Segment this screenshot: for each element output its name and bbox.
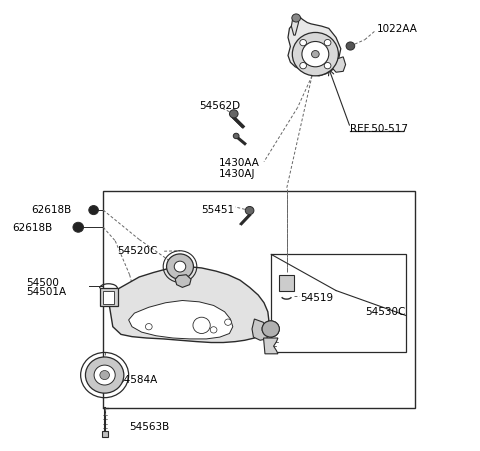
Bar <box>271 255 406 352</box>
Text: 54563B: 54563B <box>130 421 170 431</box>
Text: 62618B: 62618B <box>31 205 72 215</box>
Text: 55451: 55451 <box>202 205 235 215</box>
Text: 1430AA: 1430AA <box>218 157 259 167</box>
Circle shape <box>100 371 109 380</box>
Text: 62618B: 62618B <box>12 223 52 233</box>
Circle shape <box>262 321 279 337</box>
Circle shape <box>302 42 329 68</box>
Circle shape <box>262 321 279 337</box>
Polygon shape <box>175 275 191 288</box>
Circle shape <box>229 110 238 119</box>
Text: 54519: 54519 <box>300 293 333 303</box>
Circle shape <box>210 327 217 333</box>
Text: REF.50-517: REF.50-517 <box>350 124 408 133</box>
Circle shape <box>300 41 307 47</box>
Text: 54501A: 54501A <box>26 286 67 296</box>
Polygon shape <box>291 18 299 36</box>
Circle shape <box>193 318 210 334</box>
Polygon shape <box>100 289 118 307</box>
Circle shape <box>167 254 193 280</box>
Text: 54584A: 54584A <box>118 374 158 384</box>
Bar <box>103 192 415 408</box>
Polygon shape <box>108 267 269 343</box>
Text: 54500: 54500 <box>26 277 59 287</box>
Polygon shape <box>331 58 346 73</box>
Circle shape <box>85 357 124 393</box>
Circle shape <box>94 365 115 385</box>
Circle shape <box>245 207 254 215</box>
Polygon shape <box>103 291 114 304</box>
Text: 54530C: 54530C <box>365 306 405 316</box>
Circle shape <box>324 63 331 69</box>
Circle shape <box>324 41 331 47</box>
Circle shape <box>174 262 186 272</box>
Text: 1022AA: 1022AA <box>377 24 418 34</box>
Circle shape <box>233 134 239 139</box>
Text: 54520C: 54520C <box>118 245 158 255</box>
Polygon shape <box>129 301 233 339</box>
Circle shape <box>312 51 319 59</box>
Bar <box>102 431 108 437</box>
Text: 1430AJ: 1430AJ <box>218 169 255 179</box>
Circle shape <box>300 63 307 69</box>
Circle shape <box>292 15 300 23</box>
Circle shape <box>292 33 338 77</box>
Polygon shape <box>279 275 294 291</box>
Polygon shape <box>288 18 341 77</box>
Polygon shape <box>264 338 278 354</box>
Circle shape <box>346 43 355 51</box>
Text: 54562D: 54562D <box>199 101 240 111</box>
Circle shape <box>73 223 84 233</box>
Circle shape <box>225 319 231 326</box>
Circle shape <box>145 324 152 330</box>
Polygon shape <box>252 319 269 341</box>
Circle shape <box>89 206 98 215</box>
